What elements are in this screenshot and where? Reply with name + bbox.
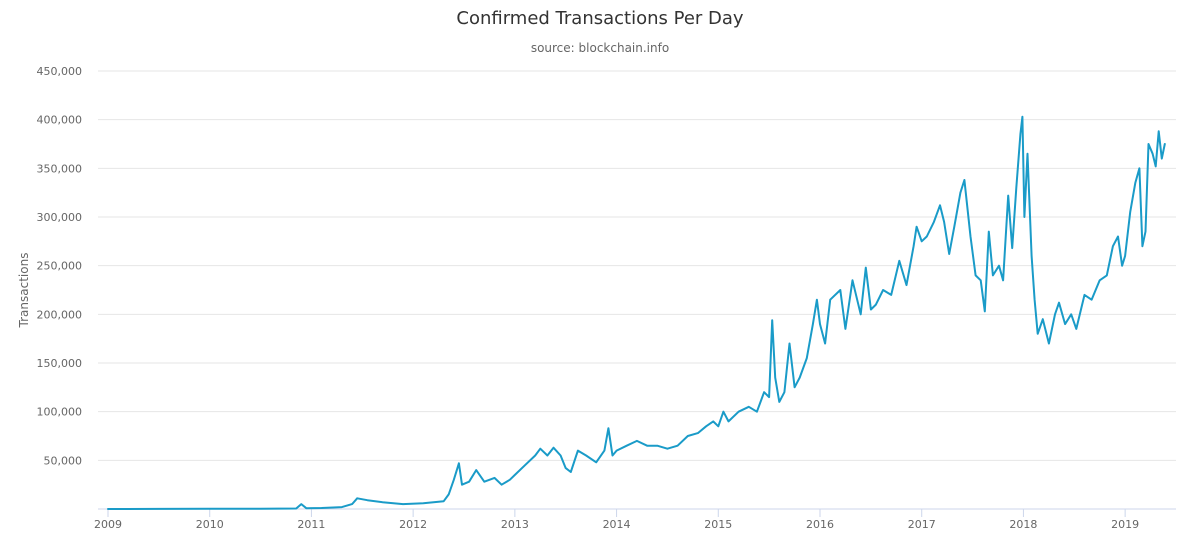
series-group [107, 115, 1166, 510]
x-tick-label: 2016 [806, 518, 834, 531]
x-tick-label: 2011 [297, 518, 325, 531]
x-tick-label: 2018 [1009, 518, 1037, 531]
chart-title: Confirmed Transactions Per Day [456, 8, 744, 29]
y-tick-label: 200,000 [37, 308, 83, 321]
x-tick-label: 2013 [501, 518, 529, 531]
x-tick-label: 2014 [603, 518, 631, 531]
y-tick-label: 300,000 [37, 211, 83, 224]
chart-subtitle: source: blockchain.info [531, 41, 669, 55]
y-tick-label: 400,000 [37, 114, 83, 127]
y-tick-label: 150,000 [37, 357, 83, 370]
y-tick-label: 350,000 [37, 162, 83, 175]
x-tick-label: 2015 [704, 518, 732, 531]
x-tick-label: 2017 [908, 518, 936, 531]
x-tick-label: 2010 [196, 518, 224, 531]
y-axis-label: Transactions [17, 253, 31, 329]
y-tick-label: 250,000 [37, 260, 83, 273]
x-axis: 2009 2010 2011 2012 2013 2014 2015 2016 2017 2018… [94, 508, 1176, 531]
series-line [107, 115, 1166, 510]
y-tick-label: 100,000 [37, 406, 83, 419]
grid-lines [98, 70, 1176, 461]
x-tick-label: 2012 [399, 518, 427, 531]
y-tick-label: 50,000 [44, 454, 83, 467]
x-tick-label: 2019 [1111, 518, 1139, 531]
y-axis-ticks: 50,000 100,000 150,000 200,000 250,000 300,00… [37, 65, 83, 467]
x-tick-label: 2009 [94, 518, 122, 531]
y-tick-label: 450,000 [37, 65, 83, 78]
